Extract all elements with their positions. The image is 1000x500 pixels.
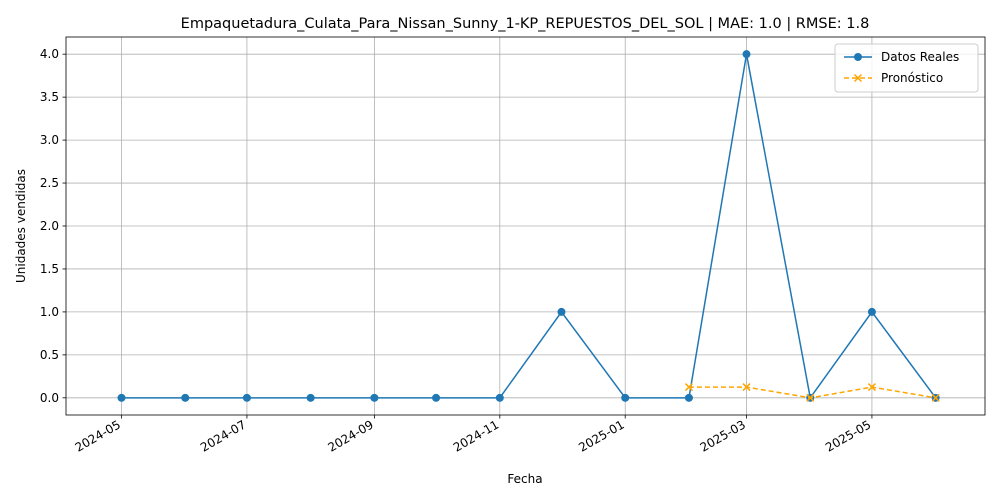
- data-point: [117, 393, 126, 402]
- legend-marker-datos-reales: [854, 53, 862, 61]
- data-point: [242, 393, 251, 402]
- data-point: [867, 307, 876, 316]
- x-tick-label: 2025-01: [576, 417, 626, 454]
- y-tick-label: 0.0: [40, 391, 59, 405]
- x-tick-label: 2024-11: [451, 417, 501, 454]
- data-point: [181, 393, 190, 402]
- series-layer: [117, 50, 940, 402]
- legend-label-pronostico: Pronóstico: [881, 71, 943, 85]
- x-tick-label: 2025-03: [698, 417, 748, 454]
- y-tick-label: 3.0: [40, 133, 59, 147]
- legend-marker: [853, 73, 863, 83]
- data-point: [432, 393, 441, 402]
- legend: Datos Reales Pronóstico: [834, 43, 979, 93]
- data-point: [495, 393, 504, 402]
- series-pronostico: [684, 383, 940, 402]
- data-point: [621, 393, 630, 402]
- y-tick-label: 1.0: [40, 305, 59, 319]
- y-tick-label: 0.5: [40, 348, 59, 362]
- legend-marker-pronostico: [853, 73, 863, 83]
- legend-marker: [854, 53, 862, 61]
- chart-title: Empaquetadura_Culata_Para_Nissan_Sunny_1…: [181, 16, 870, 32]
- legend-box: [834, 43, 979, 93]
- data-point: [742, 383, 751, 392]
- grid: [66, 37, 985, 415]
- ticks: 0.0 0.5 1.0 1.5 2.0 2.5 3.0 3.5 4.0 2024-05 2024-0…: [40, 47, 874, 454]
- data-point: [806, 393, 815, 402]
- series-line: [121, 54, 937, 400]
- data-point: [557, 307, 566, 316]
- data-point: [742, 50, 751, 59]
- data-point: [684, 393, 693, 402]
- data-point: [684, 383, 693, 392]
- x-axis-label: Fecha: [507, 472, 542, 486]
- y-tick-label: 2.5: [40, 176, 59, 190]
- data-point: [867, 383, 876, 392]
- x-tick-label: 2025-05: [823, 417, 873, 454]
- x-tick-label: 2024-07: [198, 417, 248, 454]
- x-tick-label: 2024-09: [325, 417, 375, 454]
- data-point: [931, 393, 940, 402]
- data-point: [370, 393, 379, 402]
- legend-label-datos-reales: Datos Reales: [881, 50, 959, 64]
- x-tick-label: 2024-05: [73, 417, 123, 454]
- y-tick-label: 2.0: [40, 219, 59, 233]
- y-tick-label: 4.0: [40, 47, 59, 61]
- y-axis-label: Unidades vendidas: [14, 169, 28, 283]
- y-tick-label: 3.5: [40, 90, 59, 104]
- data-point: [306, 393, 315, 402]
- y-tick-label: 1.5: [40, 262, 59, 276]
